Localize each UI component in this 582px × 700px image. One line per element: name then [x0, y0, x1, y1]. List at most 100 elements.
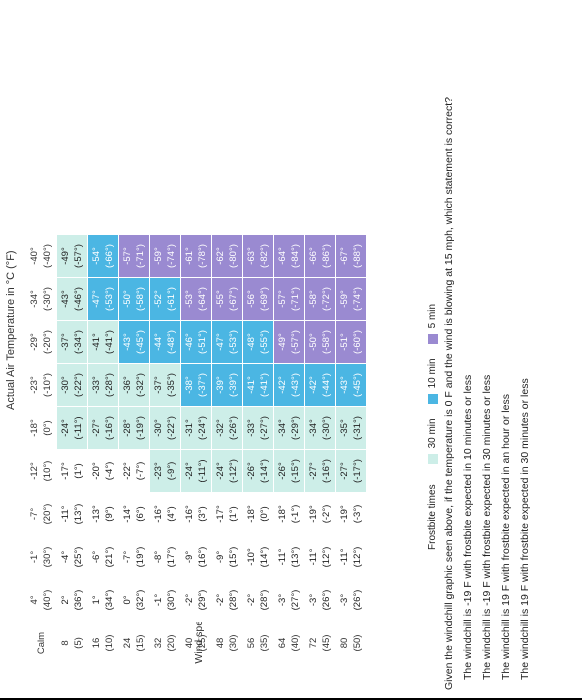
windchill-value: (3°) [197, 506, 208, 522]
windchill-value: -43° [339, 376, 350, 394]
windchill-cell: -2° (28°) [242, 578, 274, 622]
wind-speed-cell: 8 (5) [56, 621, 88, 665]
windchill-cell: -31° (-24°) [180, 406, 212, 450]
windchill-value: -24° [215, 462, 226, 480]
table-row: 32 (20) -1° (30°) -8° (17°) -16° (4°) -23° (-9°) -… [149, 234, 181, 665]
windchill-value: -2° [184, 593, 195, 607]
windchill-cell: -49° (-57°) [56, 234, 88, 278]
windchill-value: -41° [246, 376, 257, 394]
windchill-cell: -19° (-2°) [304, 492, 336, 536]
windchill-cell: -62° (-80°) [211, 234, 243, 278]
temp-header-5: -23° (-10°) [25, 363, 57, 407]
windchill-value: -13° [91, 505, 102, 523]
windchill-value: (34°) [104, 589, 115, 611]
windchill-value: -28° [122, 419, 133, 437]
windchill-value: (19°) [135, 546, 146, 568]
windchill-value: (-9°) [166, 461, 177, 481]
legend-label-5: 5 min [427, 303, 438, 329]
option-2[interactable]: The windchill is -19 F with frostbite ex… [481, 374, 493, 680]
temp-c: -1° [29, 550, 40, 564]
windchill-value: (-80°) [228, 244, 239, 268]
windchill-value: (4°) [166, 506, 177, 522]
windchill-value: -44° [153, 333, 164, 351]
temp-header-7: -34° (-30°) [25, 277, 57, 321]
temp-f: (10°) [42, 460, 53, 482]
temp-c: -34° [29, 290, 40, 308]
windchill-cell: -11° (13°) [273, 535, 305, 579]
windchill-value: -64° [277, 247, 288, 265]
windchill-cell: -16° (3°) [180, 492, 212, 536]
wind-value: (25) [197, 634, 208, 652]
windchill-value: -58° [308, 290, 319, 308]
temp-c: 4° [29, 595, 40, 605]
windchill-value: (-74°) [352, 287, 363, 311]
windchill-cell: -42° (-43°) [273, 363, 305, 407]
option-4[interactable]: The windchill is 19 F with frostbite exp… [519, 378, 531, 680]
windchill-value: -48° [246, 333, 257, 351]
windchill-cell: -48° (-55°) [242, 320, 274, 364]
windchill-value: (15°) [228, 546, 239, 568]
windchill-value: (-69°) [259, 287, 270, 311]
windchill-value: (14°) [259, 546, 270, 568]
windchill-value: (-88°) [352, 244, 363, 268]
windchill-cell: -37° (-34°) [56, 320, 88, 364]
windchill-value: -61° [184, 247, 195, 265]
windchill-cell: -35° (-31°) [335, 406, 367, 450]
windchill-value: (-46°) [73, 287, 84, 311]
windchill-cell: -17° (1°) [56, 449, 88, 493]
legend-swatch-30 [427, 454, 438, 465]
windchill-value: (-29°) [290, 416, 301, 440]
windchill-value: -43° [122, 333, 133, 351]
windchill-value: (17°) [166, 546, 177, 568]
windchill-cell: -28° (-19°) [118, 406, 150, 450]
windchill-value: (26°) [352, 589, 363, 611]
windchill-value: (-45°) [135, 330, 146, 354]
windchill-value: (-61°) [166, 287, 177, 311]
windchill-cell: -3° (26°) [304, 578, 336, 622]
option-1[interactable]: The windchill is -19 F with frostbite ex… [462, 374, 474, 680]
windchill-cell: -44° (-48°) [149, 320, 181, 364]
windchill-value: (-58°) [321, 330, 332, 354]
windchill-value: -31° [184, 419, 195, 437]
windchill-value: (21°) [104, 546, 115, 568]
windchill-cell: -54° (-66°) [87, 234, 119, 278]
windchill-cell: -3° (26°) [335, 578, 367, 622]
windchill-value: (-19°) [135, 416, 146, 440]
windchill-value: (-31°) [352, 416, 363, 440]
windchill-value: (-53°) [104, 287, 115, 311]
temp-header-8: -40° (-40°) [25, 234, 57, 278]
question-block: Given the windchill graphic seen above, … [440, 10, 535, 690]
windchill-value: -8° [153, 550, 164, 564]
windchill-cell: -27° (-17°) [335, 449, 367, 493]
windchill-table: Calm 4° (40°) -1° (30°) -7° (20°) -12° (10°) -18… [25, 234, 367, 665]
windchill-value: -55° [215, 290, 226, 308]
windchill-cell: -27° (-16°) [304, 449, 336, 493]
windchill-cell: -38° (-37°) [180, 363, 212, 407]
windchill-value: (1°) [73, 463, 84, 479]
windchill-value: -50° [308, 333, 319, 351]
windchill-value: (-16°) [321, 459, 332, 483]
windchill-value: -63° [246, 247, 257, 265]
windchill-cell: -41° (-41°) [87, 320, 119, 364]
windchill-value: -9° [215, 550, 226, 564]
wind-value: 16 [91, 637, 102, 649]
windchill-value: -52° [153, 290, 164, 308]
option-3[interactable]: The windchill is 19 F with frostbite exp… [500, 394, 512, 680]
windchill-value: (36°) [73, 589, 84, 611]
windchill-cell: -34° (-29°) [273, 406, 305, 450]
wind-value: (10) [104, 634, 115, 652]
windchill-value: -34° [277, 419, 288, 437]
windchill-value: (-37°) [197, 373, 208, 397]
windchill-value: -54° [91, 247, 102, 265]
windchill-value: -47° [91, 290, 102, 308]
temp-header-1: -1° (30°) [25, 535, 57, 579]
windchill-value: (-78°) [197, 244, 208, 268]
windchill-value: -42° [277, 376, 288, 394]
windchill-cell: -47° (-53°) [211, 320, 243, 364]
windchill-value: (-48°) [166, 330, 177, 354]
wind-speed-cell: 56 (35) [242, 621, 274, 665]
wind-value: 80 [339, 637, 350, 649]
windchill-value: -1° [153, 593, 164, 607]
windchill-value: -57° [122, 247, 133, 265]
